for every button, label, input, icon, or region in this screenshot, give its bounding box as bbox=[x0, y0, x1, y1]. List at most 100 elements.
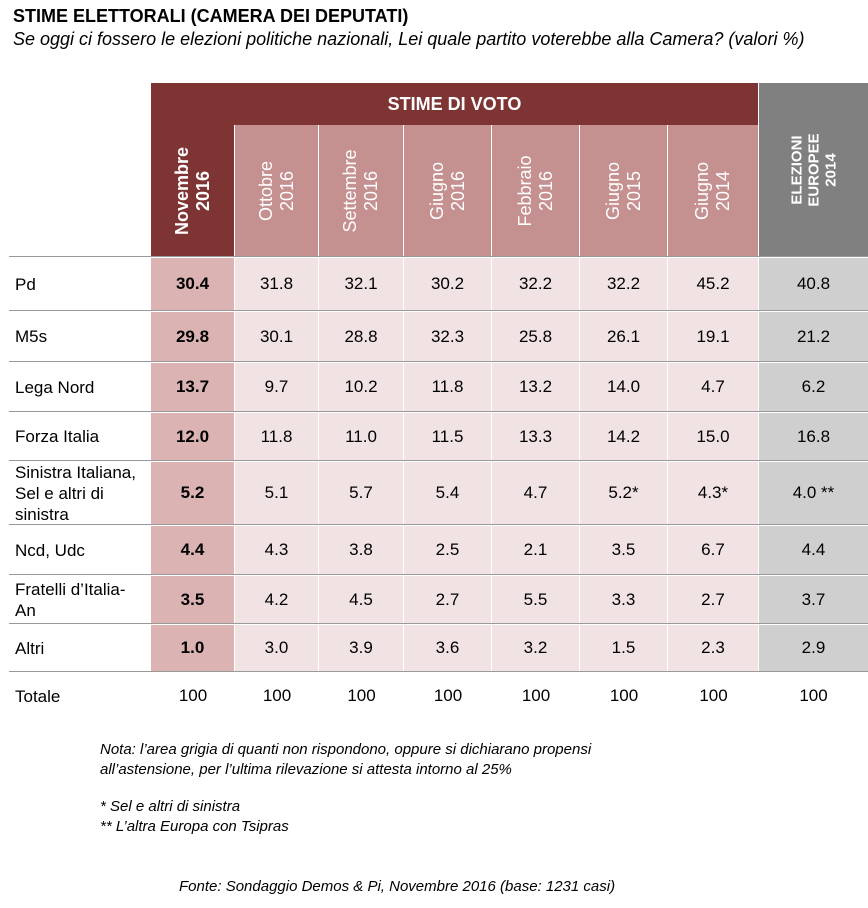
page-title: STIME ELETTORALI (CAMERA DEI DEPUTATI) bbox=[13, 6, 409, 26]
source-note: Fonte: Sondaggio Demos & Pi, Novembre 20… bbox=[179, 878, 616, 895]
row-label: M5s bbox=[15, 327, 48, 346]
table-cell: 5.7 bbox=[319, 462, 404, 524]
row-divider bbox=[9, 256, 868, 257]
table-cell: 5.4 bbox=[404, 462, 492, 524]
table-cell: 13.7 bbox=[151, 363, 235, 411]
table-cell: 9.7 bbox=[235, 363, 319, 411]
table-cell: 15.0 bbox=[668, 413, 759, 460]
column-header-label: Settembre 2016 bbox=[340, 149, 381, 233]
table-cell: 2.9 bbox=[759, 625, 868, 671]
footnote-sel: * Sel e altri di sinistra bbox=[100, 798, 241, 815]
table-cell: 13.2 bbox=[492, 363, 580, 411]
row-label: Forza Italia bbox=[15, 427, 100, 446]
table-cell: 4.4 bbox=[151, 526, 235, 574]
row-divider bbox=[9, 671, 868, 672]
table-cell: 32.2 bbox=[580, 258, 668, 310]
column-header: Ottobre 2016 bbox=[235, 125, 319, 257]
row-divider bbox=[9, 310, 868, 311]
table-cell: 2.7 bbox=[668, 576, 759, 623]
row-label: Altri bbox=[15, 638, 45, 658]
row-divider bbox=[9, 623, 868, 624]
column-header-label: Giugno 2015 bbox=[602, 161, 644, 221]
table-cell: 30.4 bbox=[151, 258, 235, 310]
table-cell: 14.2 bbox=[580, 413, 668, 460]
table-cell: 45.2 bbox=[668, 258, 759, 310]
table-cell: 11.8 bbox=[404, 363, 492, 411]
table-cell: 3.5 bbox=[580, 526, 668, 574]
total-cell: 100 bbox=[178, 686, 208, 705]
group-header: STIME DI VOTO bbox=[151, 83, 759, 125]
table-cell: 2.3 bbox=[668, 625, 759, 671]
row-label: Ncd, Udc bbox=[15, 540, 85, 560]
note-line-2: all’astensione, per l’ultima rilevazione… bbox=[100, 761, 512, 778]
total-label: Totale bbox=[15, 686, 61, 706]
total-cell: 100 bbox=[521, 686, 551, 705]
row-label: Sinistra Italiana, Sel e altri di sinist… bbox=[15, 462, 136, 524]
table-cell: 30.1 bbox=[235, 312, 319, 361]
total-cell: 100 bbox=[433, 686, 463, 705]
table-cell: 5.2 bbox=[151, 462, 235, 524]
column-header: Giugno 2016 bbox=[404, 125, 492, 257]
column-header-label: Ottobre 2016 bbox=[255, 160, 297, 222]
table-cell: 4.7 bbox=[492, 462, 580, 524]
table-cell: 4.7 bbox=[668, 363, 759, 411]
total-cell: 100 bbox=[609, 686, 639, 705]
table-cell: 1.0 bbox=[151, 625, 235, 671]
table-cell: 6.2 bbox=[759, 363, 868, 411]
table-cell: 26.1 bbox=[580, 312, 668, 361]
table-cell: 16.8 bbox=[759, 413, 868, 460]
table-cell: 5.1 bbox=[235, 462, 319, 524]
table-cell: 13.3 bbox=[492, 413, 580, 460]
row-divider bbox=[9, 460, 868, 461]
table-cell: 3.0 bbox=[235, 625, 319, 671]
total-cell: 100 bbox=[799, 686, 828, 705]
table-cell: 29.8 bbox=[151, 312, 235, 361]
row-label: Pd bbox=[15, 274, 36, 294]
table-cell: 32.2 bbox=[492, 258, 580, 310]
total-cell: 100 bbox=[262, 686, 292, 705]
column-header: Settembre 2016 bbox=[319, 125, 404, 257]
column-header-label: Giugno 2016 bbox=[426, 161, 468, 221]
table-cell: 3.3 bbox=[580, 576, 668, 623]
column-header-label: Giugno 2014 bbox=[692, 161, 733, 221]
table-cell: 25.8 bbox=[492, 312, 580, 361]
row-divider bbox=[9, 411, 868, 412]
column-header: Febbraio 2016 bbox=[492, 125, 580, 257]
table-cell: 21.2 bbox=[759, 312, 868, 361]
table-cell: 2.1 bbox=[492, 526, 580, 574]
table-cell: 5.5 bbox=[492, 576, 580, 623]
table-cell: 4.4 bbox=[759, 526, 868, 574]
column-header-label: Febbraio 2016 bbox=[514, 155, 556, 227]
table-cell: 30.2 bbox=[404, 258, 492, 310]
table-cell: 6.7 bbox=[668, 526, 759, 574]
note-line-1: Nota: l’area grigia di quanti non rispon… bbox=[100, 741, 592, 758]
total-cell: 100 bbox=[347, 686, 376, 705]
column-header: ELEZIONI EUROPEE 2014 bbox=[759, 83, 868, 257]
table-cell: 11.5 bbox=[404, 413, 492, 460]
row-label: Lega Nord bbox=[15, 377, 95, 397]
column-header-label: ELEZIONI EUROPEE 2014 bbox=[788, 133, 839, 207]
row-divider bbox=[9, 574, 868, 575]
column-header-label: Novembre 2016 bbox=[171, 146, 213, 236]
table-cell: 28.8 bbox=[319, 312, 404, 361]
table-cell: 19.1 bbox=[668, 312, 759, 361]
table-cell: 4.0 ** bbox=[759, 462, 868, 524]
table-cell: 5.2* bbox=[580, 462, 668, 524]
table-cell: 2.7 bbox=[404, 576, 492, 623]
table-cell: 3.9 bbox=[319, 625, 404, 671]
column-header: Giugno 2015 bbox=[580, 125, 668, 257]
row-divider bbox=[9, 361, 868, 362]
table-cell: 14.0 bbox=[580, 363, 668, 411]
page-subtitle: Se oggi ci fossero le elezioni politiche… bbox=[13, 29, 805, 49]
table-cell: 4.3 bbox=[235, 526, 319, 574]
table-cell: 32.1 bbox=[319, 258, 404, 310]
table-cell: 1.5 bbox=[580, 625, 668, 671]
footnote-tsipras: ** L’altra Europa con Tsipras bbox=[100, 818, 289, 835]
table-cell: 31.8 bbox=[235, 258, 319, 310]
total-cell: 100 bbox=[699, 686, 728, 705]
table-cell: 3.8 bbox=[319, 526, 404, 574]
table-cell: 4.5 bbox=[319, 576, 404, 623]
table-cell: 4.3* bbox=[668, 462, 759, 524]
table-cell: 3.6 bbox=[404, 625, 492, 671]
table-cell: 2.5 bbox=[404, 526, 492, 574]
